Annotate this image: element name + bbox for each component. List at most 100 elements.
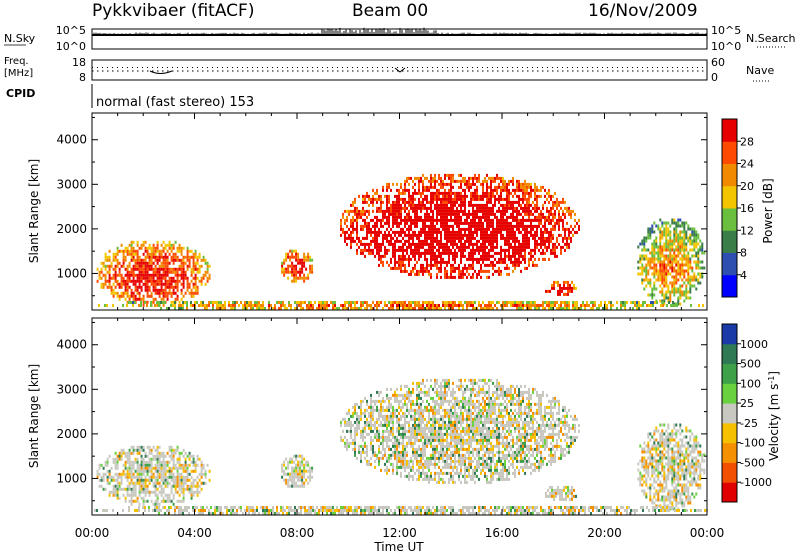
power-cell [514,218,516,222]
power-cell [560,301,562,304]
power-cell [610,304,612,307]
power-cell [388,200,390,204]
power-cell [446,304,448,307]
power-cell [516,307,518,310]
power-cell [518,185,520,189]
power-cell [568,233,570,237]
power-cell [512,224,514,228]
power-cell [504,257,506,261]
velocity-cell [172,493,175,497]
power-cell [162,303,165,307]
power-cell [516,209,518,213]
power-cell [122,304,124,307]
velocity-cell [164,460,167,464]
velocity-cell [146,490,149,494]
power-cell [693,236,696,240]
power-cell [130,258,133,262]
power-cell [190,294,193,298]
power-cell [446,260,448,264]
power-cell [156,291,159,295]
power-cell [295,258,298,262]
velocity-cell [100,463,103,467]
power-cell [468,188,470,192]
power-cell [462,304,464,307]
power-cell [490,304,492,307]
power-cell [504,266,506,270]
power-cell [398,212,400,216]
power-cell [96,267,99,271]
power-cell [572,227,574,231]
velocity-cell [162,490,165,494]
power-cell [96,279,99,283]
power-cell [526,233,528,237]
power-cell [657,254,660,258]
power-cell [448,218,450,222]
power-cell [663,230,666,234]
velocity-cell [146,463,149,467]
power-cell [422,263,424,267]
power-cell [118,273,121,277]
power-cell [160,282,163,286]
power-cell [311,264,314,268]
power-cell [492,233,494,237]
power-cell [638,301,640,304]
power-cell [442,248,444,252]
power-cell [490,194,492,198]
power-cell [438,307,440,310]
power-cell [506,215,508,219]
power-cell [647,227,650,231]
power-cell [564,236,566,240]
power-cell [474,301,476,304]
power-cell [488,275,490,279]
power-cell [352,224,354,228]
power-cell [398,301,400,304]
power-cell [380,230,382,234]
power-cell [418,176,420,180]
power-cell [394,260,396,264]
power-cell [552,206,554,210]
power-cell [693,260,696,264]
power-cell [104,258,107,262]
power-cell [122,282,125,286]
power-cell [124,297,127,301]
power-cell [416,236,418,240]
power-cell [164,261,167,265]
power-cell [492,263,494,267]
power-cell [334,301,336,304]
power-cell [504,242,506,246]
power-cell [404,242,406,246]
power-cell [526,236,528,240]
power-cell [400,218,402,222]
power-cell [661,278,664,282]
power-cell [176,255,179,259]
power-cell [152,261,155,265]
power-cell [432,221,434,225]
power-cell [470,275,472,279]
power-cell [462,227,464,231]
power-cell [126,304,128,307]
power-cell [424,224,426,228]
velocity-cell [186,469,189,473]
power-cell [146,255,149,259]
power-cell [538,257,540,261]
power-cell [518,248,520,252]
power-cell [502,182,504,186]
power-cell [643,278,646,282]
power-cell [464,266,466,270]
power-cell [558,307,560,310]
power-cell [156,261,159,265]
power-cell [697,263,700,267]
power-cell [428,212,430,216]
power-cell [514,260,516,264]
power-cell [502,236,504,240]
power-cell [693,242,696,246]
power-cell [460,301,462,304]
power-cell [418,185,420,189]
power-cell [550,206,552,210]
velocity-cell [122,487,125,491]
power-cell [651,224,654,228]
power-cell [643,257,646,261]
power-cell [424,218,426,222]
power-cell [476,245,478,249]
power-cell [300,301,302,304]
